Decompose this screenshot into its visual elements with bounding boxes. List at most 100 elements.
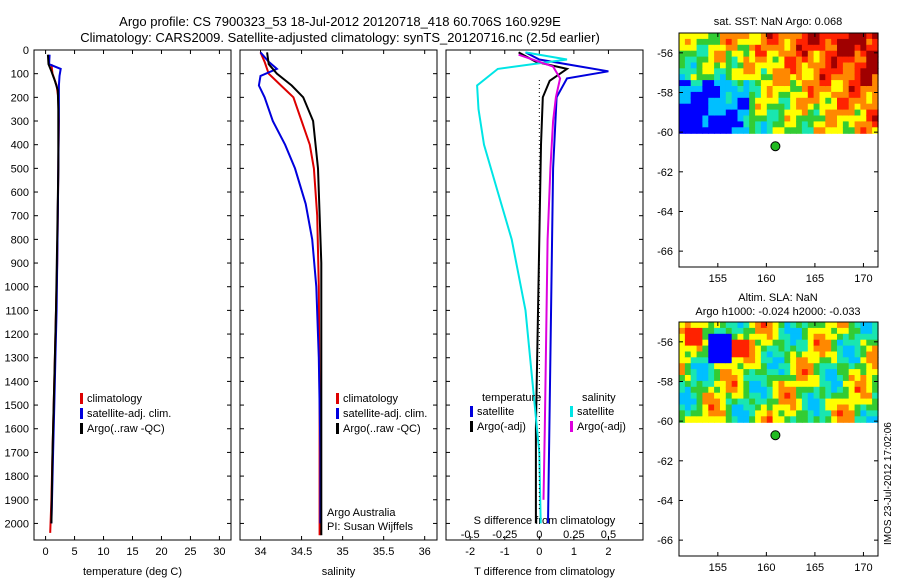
map-y-tick-label: -58 (657, 87, 673, 99)
heatmap-cell (819, 339, 826, 347)
map-frame-sst_map (678, 32, 879, 268)
heatmap-cell (796, 333, 803, 341)
heatmap-cell (842, 386, 850, 394)
heatmap-cell (796, 50, 803, 58)
heatmap-cell (760, 351, 768, 358)
heatmap-cell (720, 33, 727, 40)
heatmap-cell (825, 103, 832, 111)
heatmap-cell (690, 363, 698, 370)
heatmap-cell (684, 68, 692, 75)
map-frame-sla_map (678, 321, 879, 557)
heatmap-cell (720, 386, 727, 394)
heatmap-cell (778, 380, 785, 388)
heatmap-cell (749, 103, 756, 111)
annotation-line1: Argo Australia (327, 507, 396, 519)
heatmap-cell (766, 103, 774, 111)
heatmap-cell (766, 386, 774, 394)
legend-salinity-label: satellite-adj. clim. (343, 408, 427, 420)
depth-tick-label: 1800 (5, 471, 29, 483)
heatmap-cell (708, 121, 715, 128)
heatmap-cell (749, 416, 756, 423)
heatmap-cell (854, 97, 862, 105)
heatmap-cell (749, 369, 756, 376)
heatmap-cell (831, 375, 838, 382)
heatmap-cell (825, 339, 832, 347)
heatmap-cell (766, 363, 774, 370)
argo-position-marker (770, 141, 781, 152)
heatmap-cell (784, 80, 791, 87)
heatmap-cell (731, 33, 739, 40)
map-y-tick-label: -56 (657, 48, 673, 60)
heatmap-cell (796, 369, 803, 376)
heatmap-cell (837, 33, 844, 40)
heatmap-cell (778, 44, 785, 52)
heatmap-cell (831, 410, 838, 417)
heatmap-cell (690, 109, 698, 117)
heatmap-cell (807, 333, 815, 341)
heatmap-cell (796, 322, 803, 329)
heatmap-cell (714, 369, 721, 376)
heatmap-cell (708, 339, 715, 347)
heatmap-cell (772, 86, 780, 93)
heatmap-cell (801, 91, 809, 99)
heatmap-cell (737, 56, 744, 64)
heatmap-cell (860, 386, 867, 394)
heatmap-cell (872, 80, 879, 87)
heatmap-cell (684, 121, 692, 128)
heatmap-cell (749, 97, 756, 105)
heatmap-cell (690, 44, 698, 52)
heatmap-cell (720, 404, 727, 411)
heatmap-cell (684, 97, 692, 105)
depth-tick-label: 900 (11, 258, 29, 270)
heatmap-cell (854, 410, 862, 417)
depth-tick-label: 800 (11, 234, 29, 246)
heatmap-cell (790, 109, 797, 117)
heatmap-cell (714, 375, 721, 382)
heatmap-cell (702, 333, 709, 341)
heatmap-cell (743, 416, 750, 423)
heatmap-cell (760, 392, 768, 400)
map-title-sst: sat. SST: NaN Argo: 0.068 (714, 16, 842, 28)
heatmap-cell (696, 369, 704, 376)
heatmap-cell (702, 38, 709, 46)
heatmap-cell (848, 44, 856, 52)
heatmap-cell (772, 33, 780, 40)
heatmap-cell (825, 121, 832, 128)
heatmap-cell (825, 56, 832, 64)
heatmap-cell (872, 351, 879, 358)
heatmap-cell (690, 404, 698, 411)
heatmap-cell (866, 38, 873, 46)
heatmap-cell (760, 333, 768, 341)
heatmap-cell (842, 375, 850, 382)
heatmap-cell (842, 56, 850, 64)
heatmap-cell (807, 74, 815, 81)
heatmap-cell (696, 333, 704, 341)
heatmap-cell (772, 404, 780, 411)
heatmap-cell (819, 50, 826, 58)
heatmap-cell (766, 398, 774, 406)
heatmap-cell (872, 375, 879, 382)
heatmap-cell (790, 56, 797, 64)
heatmap-cell (831, 80, 838, 87)
x-tick-label: 5 (71, 546, 77, 558)
heatmap-cell (679, 404, 686, 411)
heatmap-cell (760, 44, 768, 52)
heatmap-cell (860, 339, 867, 347)
heatmap-cell (702, 74, 709, 81)
heatmap-cell (684, 44, 692, 52)
depth-tick-label: 1700 (5, 447, 29, 459)
heatmap-cell (819, 386, 826, 394)
heatmap-cell (725, 50, 733, 58)
heatmap-cell (731, 327, 739, 335)
heatmap-cell (772, 121, 780, 128)
legend-temperature-label: satellite-adj. clim. (87, 408, 171, 420)
heatmap-cell (737, 127, 744, 134)
heatmap-cell (866, 44, 873, 52)
heatmap-cell (825, 345, 832, 353)
heatmap-cell (714, 392, 721, 400)
heatmap-cell (837, 56, 844, 64)
depth-tick-label: 400 (11, 140, 29, 152)
heatmap-cell (760, 357, 768, 364)
heatmap-cell (813, 327, 821, 335)
heatmap-cell (725, 115, 733, 122)
